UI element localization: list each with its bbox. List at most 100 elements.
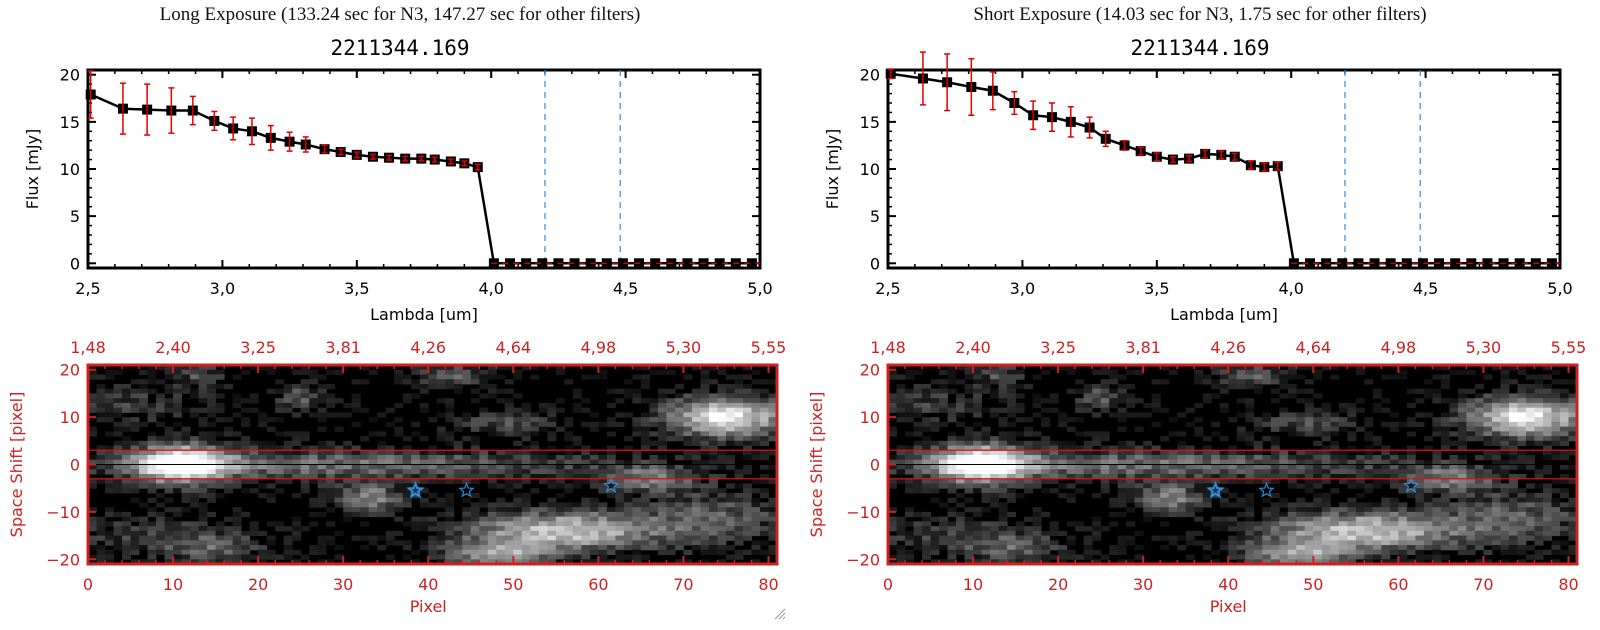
data-point xyxy=(569,258,580,269)
data-point xyxy=(1417,258,1428,269)
top-axis-label: 4,26 xyxy=(1210,338,1246,357)
top-axis-label: 2,40 xyxy=(955,338,991,357)
data-point xyxy=(617,258,628,269)
x-tick-label: 0 xyxy=(883,575,893,594)
spectral-image-long: 0 10 20 30 40 50 60 70 80 1,48 2,40 3,25 3,81 4,26 4,6… xyxy=(7,338,786,616)
x-tick-label: 40 xyxy=(1218,575,1238,594)
star-marker-icon xyxy=(1402,477,1420,493)
x-tick-label: 4,0 xyxy=(1278,279,1303,298)
y-tick-label: 0 xyxy=(70,254,80,273)
data-point xyxy=(1482,258,1493,269)
star-marker-icon xyxy=(1206,480,1225,499)
data-point xyxy=(1514,258,1525,269)
x-tick-label: 20 xyxy=(248,575,268,594)
spectral-image-short: 0 10 20 30 40 50 60 70 80 1,48 2,40 3,25 3,81 4,26 4,6… xyxy=(807,338,1586,616)
x-tick-label: 3,0 xyxy=(1010,279,1035,298)
image-pixels xyxy=(888,365,1578,565)
top-axis-label: 3,81 xyxy=(1125,338,1161,357)
data-point xyxy=(537,258,548,269)
x-tick-label: 4,5 xyxy=(1413,279,1438,298)
y-tick-label: 0 xyxy=(70,456,80,475)
y-tick-label: −20 xyxy=(46,550,80,569)
y-tick-label: 15 xyxy=(60,113,80,132)
data-point xyxy=(714,258,725,269)
y-axis-title: Flux [mJy] xyxy=(23,129,42,210)
y-tick-label: 0 xyxy=(870,254,880,273)
x-tick-label: 20 xyxy=(1048,575,1068,594)
top-axis-label: 3,25 xyxy=(240,338,276,357)
top-axis-label: 2,40 xyxy=(155,338,191,357)
flux-chart-long: 2,5 3,0 3,5 4,0 4,5 5,0 0 5 10 15 20 Lambda [um] Flu… xyxy=(23,66,773,324)
y-tick-label: 20 xyxy=(60,66,80,85)
y-tick-label: 10 xyxy=(860,160,880,179)
y-tick-label: 20 xyxy=(60,361,80,380)
y-tick-label: 5 xyxy=(870,207,880,226)
star-marker-icon xyxy=(1258,481,1275,498)
data-point xyxy=(1305,258,1316,269)
top-axis-label: 5,30 xyxy=(666,338,702,357)
x-tick-label: 3,0 xyxy=(210,279,235,298)
data-point xyxy=(650,258,661,269)
x-tick-label: 10 xyxy=(163,575,183,594)
x-tick-label: 10 xyxy=(963,575,983,594)
y-axis-title: Space Shift [pixel] xyxy=(807,392,826,538)
y-tick-label: 0 xyxy=(870,456,880,475)
y-tick-label: 10 xyxy=(60,408,80,427)
y-tick-label: −20 xyxy=(846,550,880,569)
panel-title: Short Exposure (14.03 sec for N3, 1.75 s… xyxy=(973,4,1427,25)
x-tick-label: 70 xyxy=(1473,575,1493,594)
y-tick-label: 10 xyxy=(60,160,80,179)
star-marker-icon xyxy=(458,481,475,498)
object-id: 2211344.169 xyxy=(1130,36,1270,60)
y-tick-label: −10 xyxy=(846,503,880,522)
resize-grip-icon[interactable] xyxy=(772,606,786,620)
y-tick-label: 20 xyxy=(860,361,880,380)
x-tick-label: 2,5 xyxy=(75,279,100,298)
x-axis-title: Pixel xyxy=(1210,597,1247,616)
plot-frame xyxy=(86,68,762,270)
panel-title: Long Exposure (133.24 sec for N3, 147.27… xyxy=(159,4,641,25)
x-tick-label: 4,5 xyxy=(613,279,638,298)
top-axis-label: 1,48 xyxy=(870,338,906,357)
top-axis-label: 3,81 xyxy=(325,338,361,357)
y-tick-label: 10 xyxy=(860,408,880,427)
top-axis-label: 1,48 xyxy=(70,338,106,357)
x-tick-label: 2,5 xyxy=(875,279,900,298)
x-tick-label: 5,0 xyxy=(747,279,772,298)
data-point xyxy=(1369,258,1380,269)
top-axis-label: 3,25 xyxy=(1040,338,1076,357)
y-axis-title: Space Shift [pixel] xyxy=(7,392,26,538)
top-axis-label: 4,26 xyxy=(410,338,446,357)
data-point xyxy=(505,258,516,269)
plot-frame xyxy=(886,68,1562,270)
data-point xyxy=(746,258,757,269)
object-id: 2211344.169 xyxy=(330,36,470,60)
x-tick-label: 30 xyxy=(333,575,353,594)
y-axis-title: Flux [mJy] xyxy=(823,129,842,210)
flux-series-line xyxy=(90,93,752,265)
x-tick-label: 50 xyxy=(503,575,523,594)
panel-long-exposure: Long Exposure (133.24 sec for N3, 147.27… xyxy=(159,4,641,60)
data-point xyxy=(1546,258,1557,269)
y-tick-label: −10 xyxy=(46,503,80,522)
x-tick-label: 60 xyxy=(588,575,608,594)
star-marker-icon xyxy=(406,480,425,499)
x-tick-label: 5,0 xyxy=(1547,279,1572,298)
top-axis-label: 4,64 xyxy=(1295,338,1331,357)
x-tick-label: 50 xyxy=(1303,575,1323,594)
x-tick-label: 4,0 xyxy=(478,279,503,298)
panel-short-exposure: Short Exposure (14.03 sec for N3, 1.75 s… xyxy=(800,0,1600,630)
top-axis-label: 4,98 xyxy=(581,338,617,357)
data-point xyxy=(1337,258,1348,269)
x-tick-label: 30 xyxy=(1133,575,1153,594)
flux-series-line xyxy=(890,72,1552,265)
x-tick-label: 70 xyxy=(673,575,693,594)
data-point xyxy=(1450,258,1461,269)
top-axis-label: 5,55 xyxy=(751,338,787,357)
top-axis-label: 5,55 xyxy=(1551,338,1587,357)
flux-chart-short: 2,5 3,0 3,5 4,0 4,5 5,0 0 5 10 15 20 Lambda [um] Flu… xyxy=(823,51,1573,324)
top-axis-label: 4,98 xyxy=(1381,338,1417,357)
top-axis-label: 4,64 xyxy=(495,338,531,357)
x-tick-label: 40 xyxy=(418,575,438,594)
